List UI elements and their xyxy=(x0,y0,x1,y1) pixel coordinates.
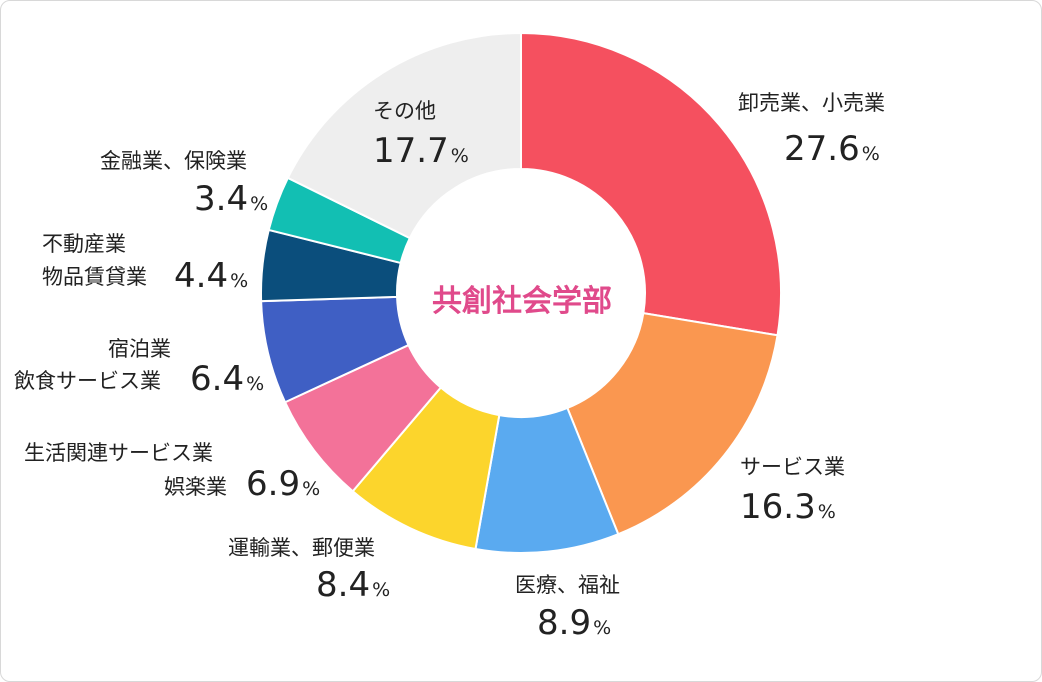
slice-value-real-estate-rental: 4.4% xyxy=(174,256,249,296)
slice-value-accommodation-food: 6.4% xyxy=(190,359,265,399)
slice-label-real-estate: 不動産業 xyxy=(42,232,126,256)
slice-value-medical-welfare: 8.9% xyxy=(537,603,612,643)
slice-label-other: その他 xyxy=(373,99,436,123)
slice-label-transport-postal: 運輸業、郵便業 xyxy=(228,536,375,560)
slice-label-lifestyle-services: 生活関連サービス業 xyxy=(24,441,213,465)
slice-value-services: 16.3% xyxy=(740,487,836,527)
slice-label-food-services: 飲食サービス業 xyxy=(14,369,161,393)
donut-slice-0 xyxy=(520,31,782,337)
slice-label-finance-insurance: 金融業、保険業 xyxy=(100,149,247,173)
slice-value-wholesale-retail: 27.6% xyxy=(784,129,880,169)
slice-label-wholesale-retail: 卸売業、小売業 xyxy=(738,91,885,115)
center-label: 共創社会学部 xyxy=(432,284,612,319)
slice-label-goods-rental: 物品賃貸業 xyxy=(42,265,147,289)
donut-slice-1 xyxy=(566,312,779,536)
slice-value-lifestyle-entertainment: 6.9% xyxy=(246,464,321,504)
donut-slice-8 xyxy=(286,31,522,240)
slice-label-entertainment: 娯楽業 xyxy=(164,475,227,499)
slice-value-transport-postal: 8.4% xyxy=(316,565,391,605)
slice-label-medical-welfare: 医療、福祉 xyxy=(515,573,620,597)
slice-value-other: 17.7% xyxy=(373,131,469,171)
slice-value-finance-insurance: 3.4% xyxy=(194,179,269,219)
slice-label-services: サービス業 xyxy=(740,455,845,479)
slice-label-accommodation: 宿泊業 xyxy=(108,337,171,361)
